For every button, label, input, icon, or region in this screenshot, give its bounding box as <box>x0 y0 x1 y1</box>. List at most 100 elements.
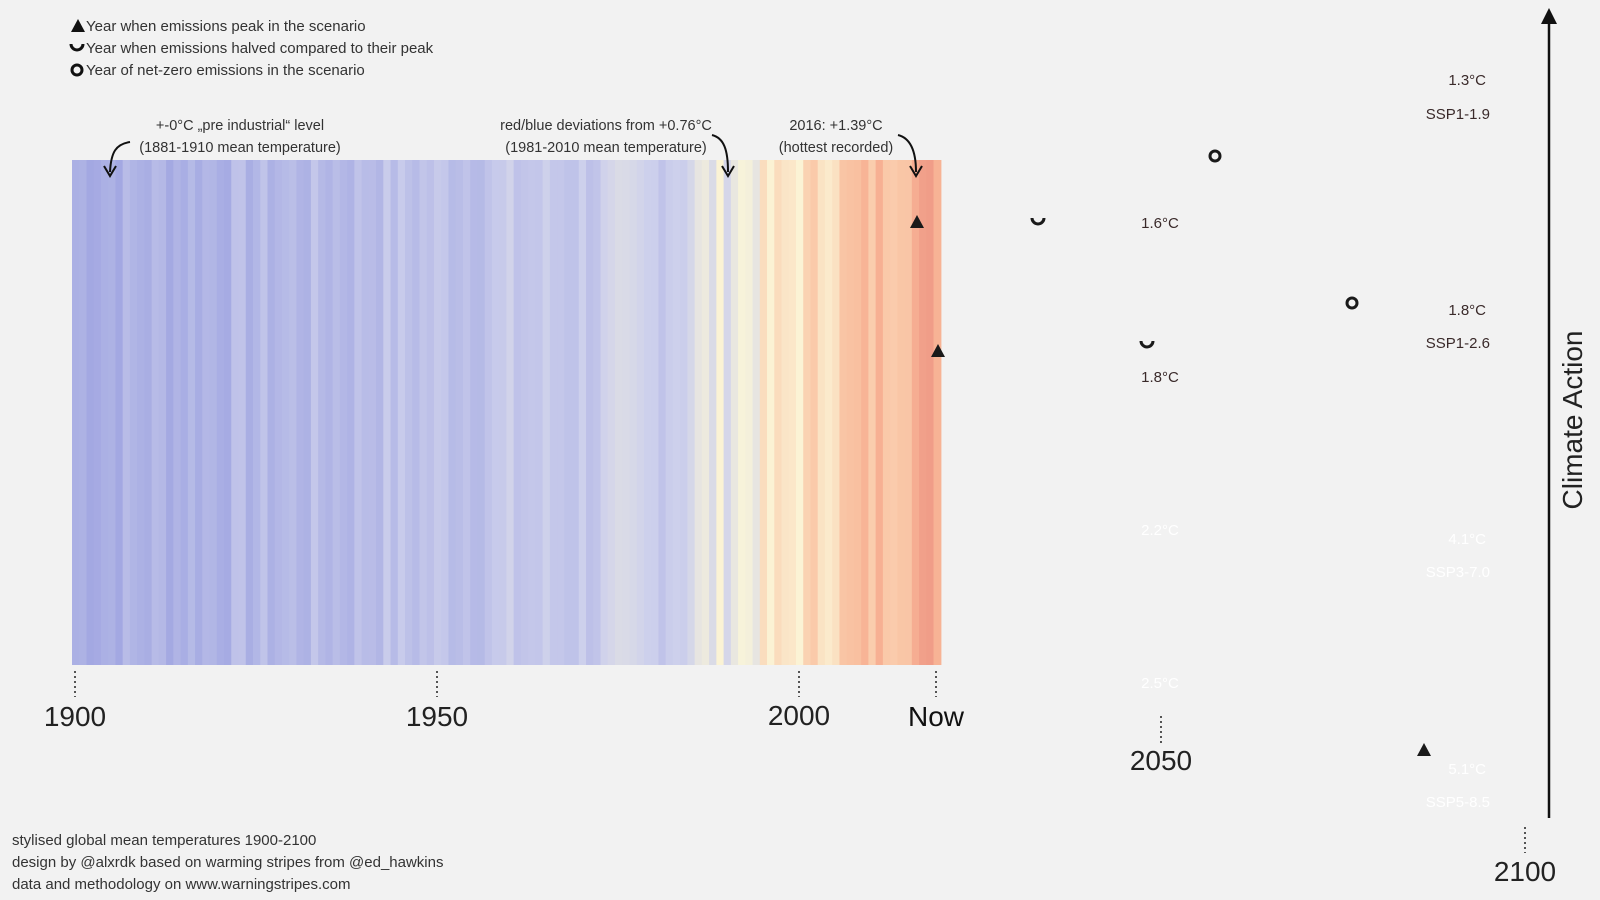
stripe <box>1358 0 1366 900</box>
stripe <box>1069 0 1077 900</box>
stripe <box>1358 0 1366 900</box>
stripe <box>832 160 841 665</box>
stripe <box>1262 0 1270 900</box>
stripe <box>752 160 761 665</box>
stripe <box>1506 0 1514 900</box>
ssp-label-ssp126: SSP1-2.6 <box>1426 335 1490 352</box>
stripe <box>1010 0 1018 900</box>
stripe <box>267 160 276 665</box>
annotation-text: red/blue deviations from +0.76°C <box>500 118 712 134</box>
stripe <box>788 160 797 665</box>
stripe <box>1313 0 1321 900</box>
stripe <box>1047 0 1055 900</box>
legend-netzero: Year of net-zero emissions in the scenar… <box>86 62 365 79</box>
stripe <box>1291 0 1299 900</box>
stripe <box>730 160 739 665</box>
stripe <box>1202 0 1210 900</box>
stripe <box>390 160 399 665</box>
stripe <box>1424 0 1432 900</box>
stripe <box>1299 0 1307 900</box>
stripe <box>738 160 746 665</box>
stripe <box>1225 0 1233 900</box>
netzero-circle-ssp126 <box>1345 296 1359 310</box>
stripe <box>1062 0 1070 900</box>
stripe <box>1306 0 1314 900</box>
stripe <box>680 160 688 665</box>
stripe <box>1121 0 1129 900</box>
stripe <box>122 160 131 665</box>
stripe <box>1313 0 1321 900</box>
stripe <box>951 0 959 900</box>
stripe <box>694 160 703 665</box>
stripe <box>1269 0 1277 900</box>
stripe <box>1284 0 1292 900</box>
stripe <box>1032 0 1040 900</box>
stripe <box>1202 0 1210 900</box>
stripe <box>1084 0 1092 900</box>
annotation-preindustrial: +-0°C „pre industrial“ level (1881-1910 … <box>103 118 341 178</box>
stripe <box>1350 0 1358 900</box>
stripe <box>1247 0 1255 900</box>
stripe <box>1365 0 1373 900</box>
stripe <box>1254 0 1262 900</box>
stripe <box>1313 0 1321 900</box>
scenario-band <box>936 0 1529 900</box>
stripe <box>484 160 493 665</box>
arrow-icon <box>109 141 131 173</box>
stripe <box>958 0 966 900</box>
scenario-band <box>936 0 1529 900</box>
stripe <box>1439 0 1447 900</box>
footer-line-3: data and methodology on www.warningstrip… <box>12 876 351 893</box>
halved-smile-ssp126 <box>1139 340 1155 349</box>
axis-label-2050: 2050 <box>1130 745 1192 776</box>
legend-peak: Year when emissions peak in the scenario <box>86 18 366 35</box>
stripe <box>1202 0 1210 900</box>
stripe <box>1513 0 1521 900</box>
stripe <box>1343 0 1351 900</box>
stripe <box>224 160 232 665</box>
stripe <box>1402 0 1410 900</box>
stripe <box>1321 0 1329 900</box>
stripe <box>325 160 334 665</box>
stripe <box>1343 0 1351 900</box>
stripe <box>578 160 587 665</box>
stripe <box>93 160 102 665</box>
climate-action-label: Climate Action <box>1557 331 1588 510</box>
stripe <box>943 0 951 900</box>
stripe <box>1306 0 1314 900</box>
stripe <box>1439 0 1447 900</box>
stripe <box>1343 0 1351 900</box>
temp-2100-ssp119: 1.3°C <box>1448 72 1486 89</box>
annotation-deviation: red/blue deviations from +0.76°C (1981-2… <box>500 118 735 178</box>
stripe <box>1217 0 1225 900</box>
stripe <box>1054 0 1062 900</box>
stripe <box>180 160 189 665</box>
stripe <box>216 160 225 665</box>
stripe <box>1313 0 1321 900</box>
temp-2100-ssp126: 1.8°C <box>1448 302 1486 319</box>
stripe <box>245 160 254 665</box>
stripe <box>951 0 959 900</box>
stripe <box>1232 0 1240 900</box>
stripe <box>1106 0 1114 900</box>
stripe <box>810 160 819 665</box>
stripe <box>1365 0 1373 900</box>
stripe <box>1336 0 1344 900</box>
stripe <box>310 160 319 665</box>
stripe <box>542 160 551 665</box>
footer: stylised global mean temperatures 1900-2… <box>12 832 443 893</box>
stripe <box>1521 0 1529 900</box>
stripe <box>1047 0 1055 900</box>
stripe <box>1032 0 1040 900</box>
stripe <box>1084 0 1092 900</box>
stripe <box>1521 0 1529 900</box>
annotation-text: +-0°C „pre industrial“ level <box>156 118 324 134</box>
stripe <box>166 160 174 665</box>
stripe <box>995 0 1003 900</box>
stripe <box>1498 0 1506 900</box>
stripe <box>643 160 652 665</box>
stripe <box>853 160 862 665</box>
stripe <box>1380 0 1388 900</box>
stripe <box>1284 0 1292 900</box>
stripe <box>1017 0 1025 900</box>
